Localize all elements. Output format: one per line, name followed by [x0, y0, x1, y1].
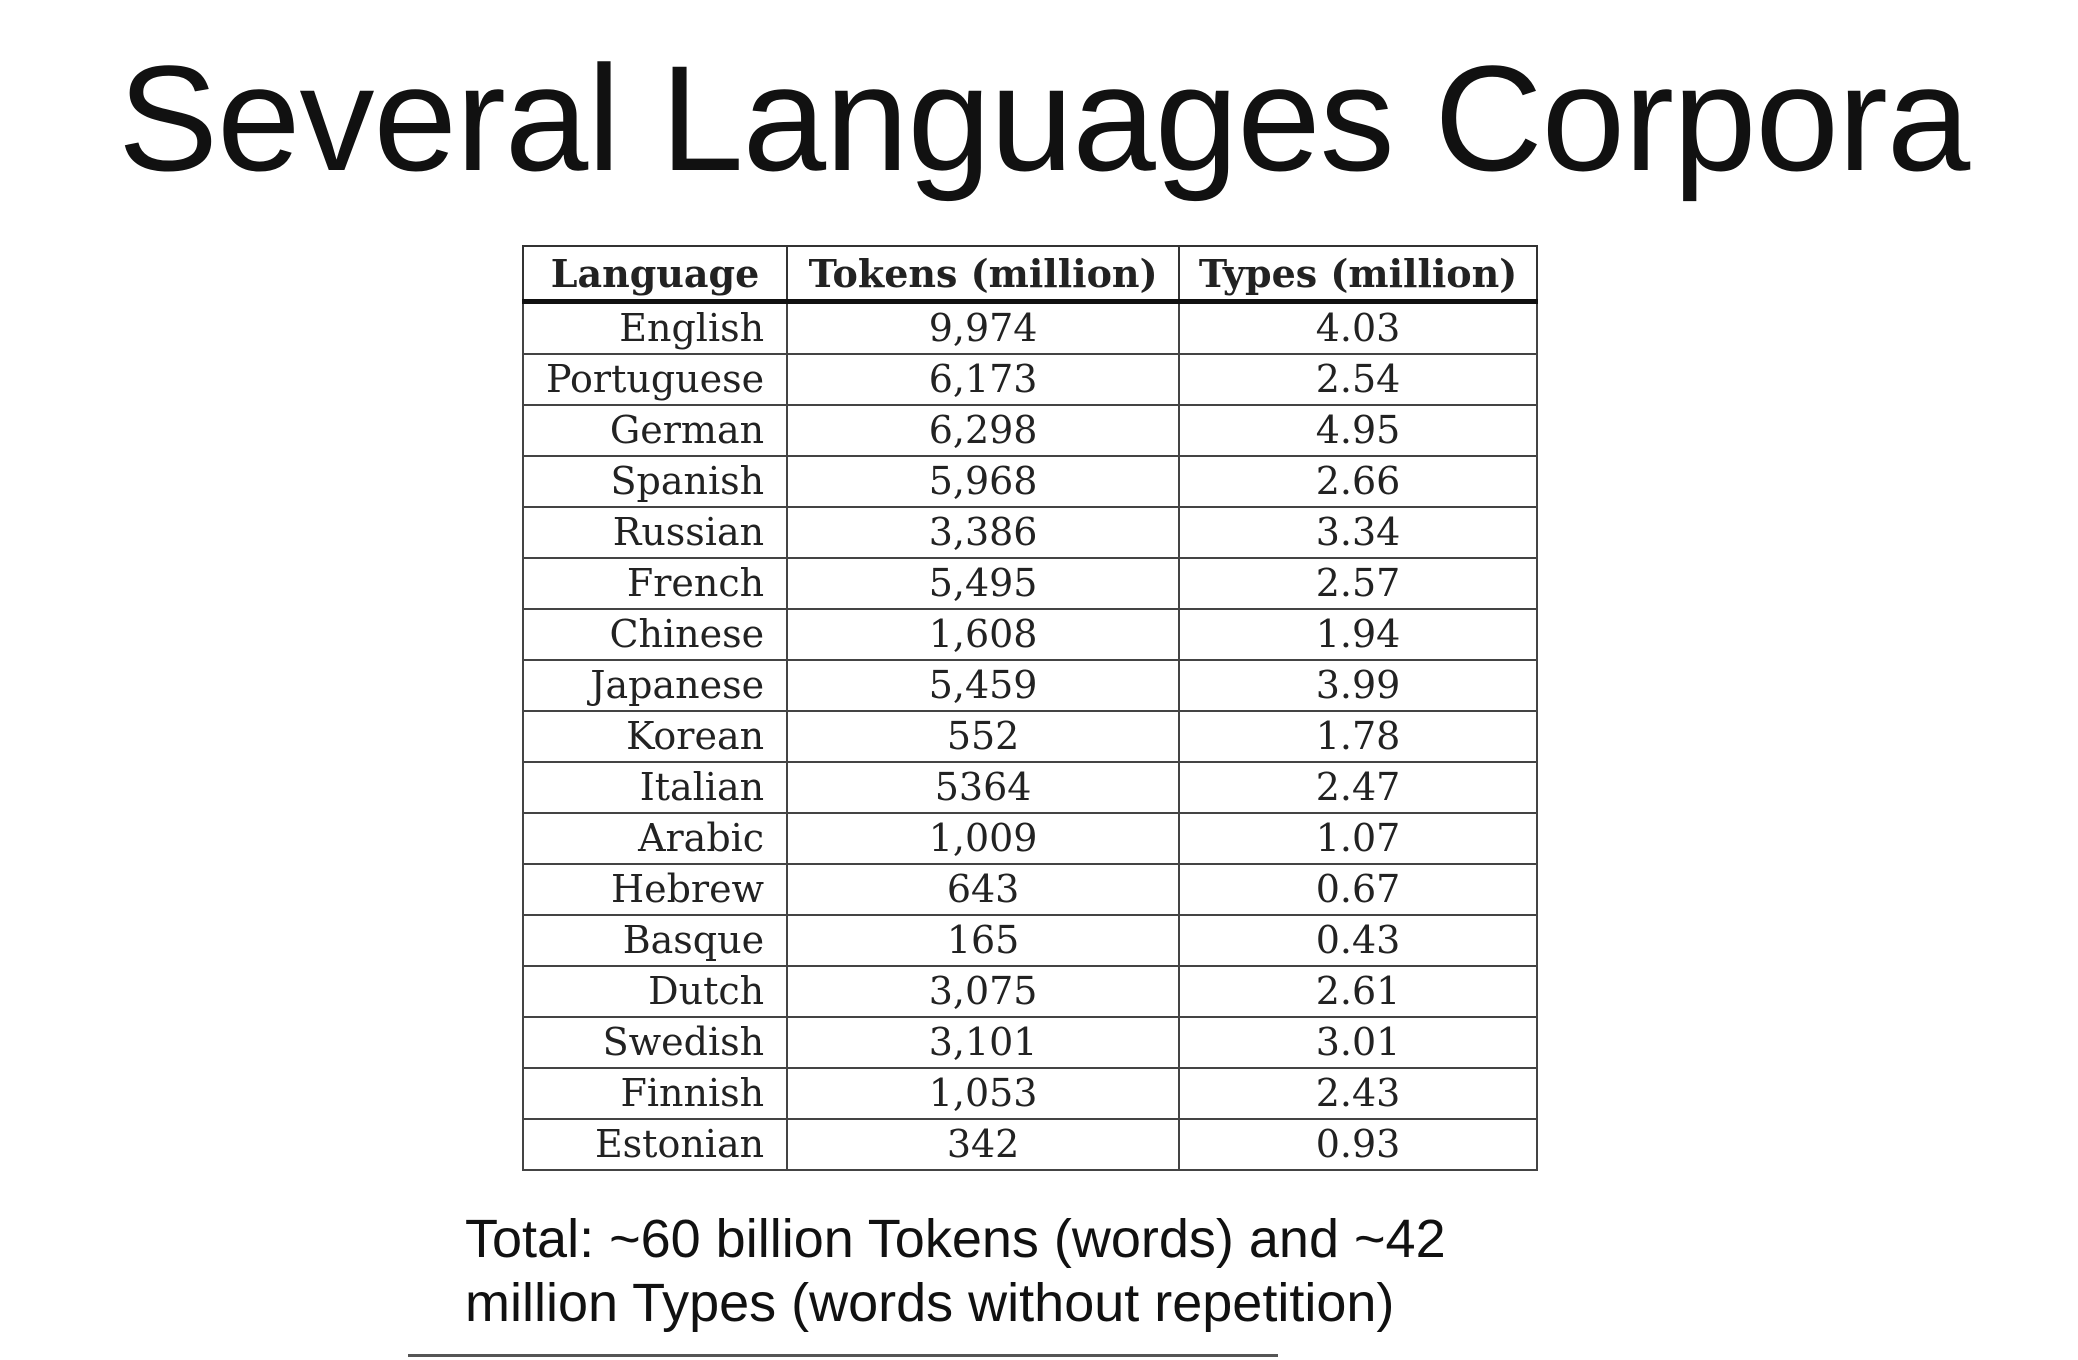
cell-tokens: 9,974 [786, 300, 1181, 355]
cell-tokens: 5,968 [786, 455, 1181, 508]
cell-language: Spanish [521, 455, 789, 508]
cell-tokens: 5,495 [786, 557, 1181, 610]
table-row: Portuguese 6,173 2.54 [521, 353, 1538, 406]
cell-language: French [521, 557, 789, 610]
cell-tokens: 3,386 [786, 506, 1181, 559]
cell-types: 4.95 [1178, 404, 1538, 457]
table-row: Estonian 342 0.93 [521, 1118, 1538, 1171]
corpora-table: Language Tokens (million) Types (million… [521, 245, 1538, 1171]
cell-language: Portuguese [521, 353, 789, 406]
cell-language: Dutch [521, 965, 789, 1018]
cell-language: Arabic [521, 812, 789, 865]
table-row: French 5,495 2.57 [521, 557, 1538, 610]
cell-language: English [521, 300, 789, 355]
table-row: Finnish 1,053 2.43 [521, 1067, 1538, 1120]
total-summary-line-1: Total: ~60 billion Tokens (words) and ~4… [465, 1209, 1446, 1269]
total-summary: Total: ~60 billion Tokens (words) and ~4… [465, 1207, 1665, 1335]
table-row: Russian 3,386 3.34 [521, 506, 1538, 559]
cell-language: Italian [521, 761, 789, 814]
cell-types: 3.99 [1178, 659, 1538, 712]
cell-language: Korean [521, 710, 789, 763]
header-language: Language [521, 246, 789, 304]
cell-tokens: 643 [786, 863, 1181, 916]
cell-types: 2.61 [1178, 965, 1538, 1018]
cell-types: 2.47 [1178, 761, 1538, 814]
table-row: Chinese 1,608 1.94 [521, 608, 1538, 661]
cell-types: 0.67 [1178, 863, 1538, 916]
cell-language: Russian [521, 506, 789, 559]
cell-tokens: 6,173 [786, 353, 1181, 406]
table-header-row: Language Tokens (million) Types (million… [521, 246, 1538, 304]
cell-types: 0.43 [1178, 914, 1538, 967]
cell-language: Basque [521, 914, 789, 967]
cell-tokens: 1,608 [786, 608, 1181, 661]
table-row: German 6,298 4.95 [521, 404, 1538, 457]
bottom-divider [408, 1354, 1278, 1357]
cell-types: 0.93 [1178, 1118, 1538, 1171]
cell-tokens: 1,053 [786, 1067, 1181, 1120]
cell-language: Japanese [521, 659, 789, 712]
table-row: Arabic 1,009 1.07 [521, 812, 1538, 865]
table-row: Swedish 3,101 3.01 [521, 1016, 1538, 1069]
cell-types: 1.94 [1178, 608, 1538, 661]
cell-types: 3.01 [1178, 1016, 1538, 1069]
cell-language: Finnish [521, 1067, 789, 1120]
cell-types: 2.43 [1178, 1067, 1538, 1120]
table-row: English 9,974 4.03 [521, 300, 1538, 355]
table-row: Dutch 3,075 2.61 [521, 965, 1538, 1018]
header-tokens: Tokens (million) [786, 246, 1181, 304]
cell-tokens: 1,009 [786, 812, 1181, 865]
cell-language: Estonian [521, 1118, 789, 1171]
cell-language: Swedish [521, 1016, 789, 1069]
cell-tokens: 3,101 [786, 1016, 1181, 1069]
cell-language: Hebrew [521, 863, 789, 916]
table-row: Italian 5364 2.47 [521, 761, 1538, 814]
cell-tokens: 3,075 [786, 965, 1181, 1018]
cell-tokens: 6,298 [786, 404, 1181, 457]
cell-types: 2.54 [1178, 353, 1538, 406]
table-body: English 9,974 4.03 Portuguese 6,173 2.54 Ger… [521, 300, 1538, 1171]
table-row: Spanish 5,968 2.66 [521, 455, 1538, 508]
corpora-table-container: Language Tokens (million) Types (million… [521, 245, 1538, 1171]
cell-tokens: 342 [786, 1118, 1181, 1171]
cell-tokens: 165 [786, 914, 1181, 967]
cell-tokens: 5,459 [786, 659, 1181, 712]
cell-types: 1.07 [1178, 812, 1538, 865]
cell-types: 3.34 [1178, 506, 1538, 559]
total-summary-line-2: million Types (words without repetition) [465, 1273, 1395, 1333]
cell-types: 2.57 [1178, 557, 1538, 610]
cell-types: 4.03 [1178, 300, 1538, 355]
cell-tokens: 5364 [786, 761, 1181, 814]
header-types: Types (million) [1178, 246, 1538, 304]
table-row: Hebrew 643 0.67 [521, 863, 1538, 916]
cell-language: Chinese [521, 608, 789, 661]
cell-language: German [521, 404, 789, 457]
table-row: Korean 552 1.78 [521, 710, 1538, 763]
cell-types: 1.78 [1178, 710, 1538, 763]
slide-title: Several Languages Corpora [118, 34, 1970, 202]
cell-tokens: 552 [786, 710, 1181, 763]
table-row: Japanese 5,459 3.99 [521, 659, 1538, 712]
cell-types: 2.66 [1178, 455, 1538, 508]
table-row: Basque 165 0.43 [521, 914, 1538, 967]
